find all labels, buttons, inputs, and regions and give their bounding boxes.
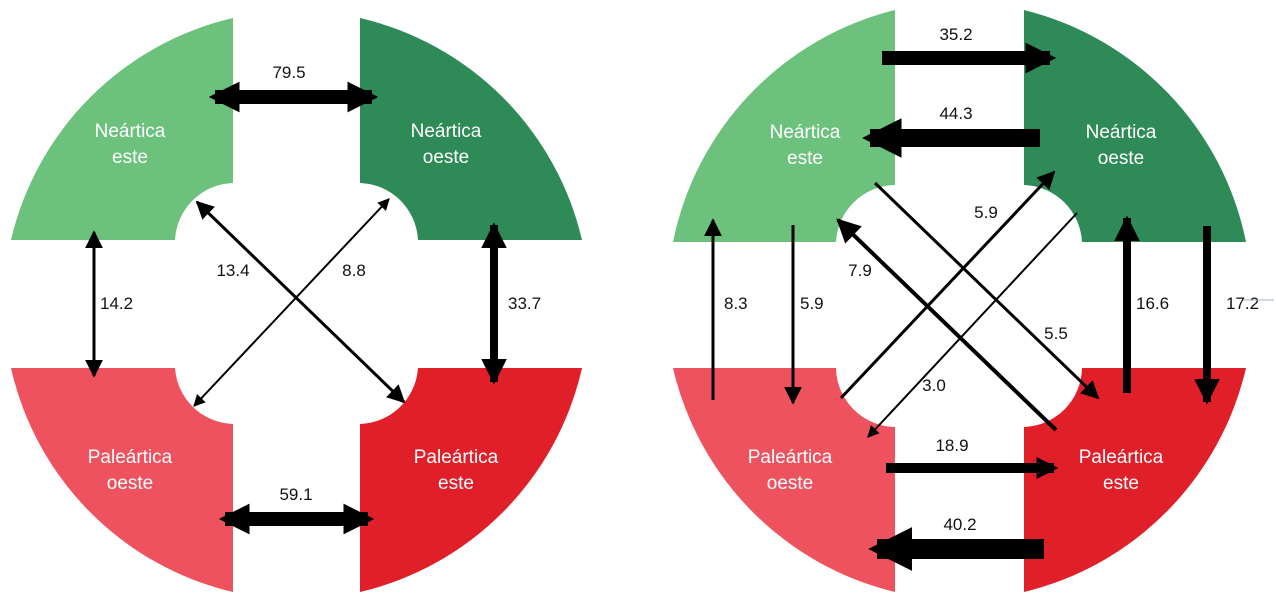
region-palearctic-west (11, 368, 233, 592)
flow-label-diagonal-1: 13.4 (216, 261, 249, 280)
label-palearctic-west-2: oeste (107, 473, 153, 494)
flow-label-bottom-1: 18.9 (935, 436, 968, 455)
label-palearctic-west-1: Paleártica (88, 447, 173, 468)
label-nearctic-east-1: Neártica (95, 121, 166, 142)
arrow-diagonal-nw-to-pw (867, 212, 1078, 438)
flow-label-right-2: 17.2 (1226, 294, 1259, 313)
label-palearctic-west-1: Paleártica (748, 447, 833, 468)
flow-label-diagonal-4: 3.0 (922, 376, 946, 395)
flow-label-left-2: 5.9 (800, 294, 824, 313)
arrow-diagonal-pw-to-nw (839, 170, 1056, 400)
region-palearctic-east (360, 368, 582, 592)
arrow-diagonal-ne-to-pe (873, 181, 1100, 400)
flow-label-bottom-2: 40.2 (943, 515, 976, 534)
region-palearctic-east (1024, 368, 1246, 592)
right-diagram: Neártica este Neártica oeste Paleártica … (673, 10, 1274, 592)
flow-label-left: 14.2 (100, 294, 133, 313)
flow-label-left-1: 8.3 (724, 294, 748, 313)
flow-label-diagonal-3: 5.5 (1044, 324, 1068, 343)
flow-label-right-1: 16.6 (1136, 294, 1169, 313)
left-diagram: Neártica este Neártica oeste Paleártica … (11, 18, 582, 592)
label-nearctic-west-2: oeste (1098, 148, 1144, 169)
flow-label-top-2: 44.3 (939, 104, 972, 123)
label-palearctic-east-2: este (438, 473, 474, 494)
flow-label-top: 79.5 (272, 63, 305, 82)
region-palearctic-west (673, 368, 895, 592)
label-palearctic-west-2: oeste (767, 473, 813, 494)
arrow-diagonal-nw-pw (193, 198, 390, 407)
label-palearctic-east-1: Paleártica (1079, 447, 1164, 468)
arrow-diagonal-ne-pe (195, 200, 406, 404)
flow-label-top-1: 35.2 (939, 25, 972, 44)
label-nearctic-east-2: este (787, 148, 823, 169)
region-nearctic-west (360, 18, 582, 240)
label-nearctic-east-2: este (112, 147, 148, 168)
arrow-diagonal-pe-to-ne (836, 218, 1058, 432)
label-nearctic-east-1: Neártica (770, 122, 841, 143)
region-nearctic-east (11, 18, 233, 240)
flow-label-diagonal-1: 5.9 (974, 203, 998, 222)
label-palearctic-east-2: este (1103, 473, 1139, 494)
label-nearctic-west-2: oeste (423, 147, 469, 168)
region-nearctic-east (673, 10, 895, 242)
flow-label-diagonal-2: 7.9 (848, 261, 872, 280)
flow-label-right: 33.7 (508, 294, 541, 313)
label-palearctic-east-1: Paleártica (414, 447, 499, 468)
flow-label-diagonal-2: 8.8 (342, 261, 366, 280)
label-nearctic-west-1: Neártica (1086, 122, 1157, 143)
region-nearctic-west (1024, 10, 1246, 242)
label-nearctic-west-1: Neártica (411, 121, 482, 142)
flow-label-bottom: 59.1 (279, 485, 312, 504)
